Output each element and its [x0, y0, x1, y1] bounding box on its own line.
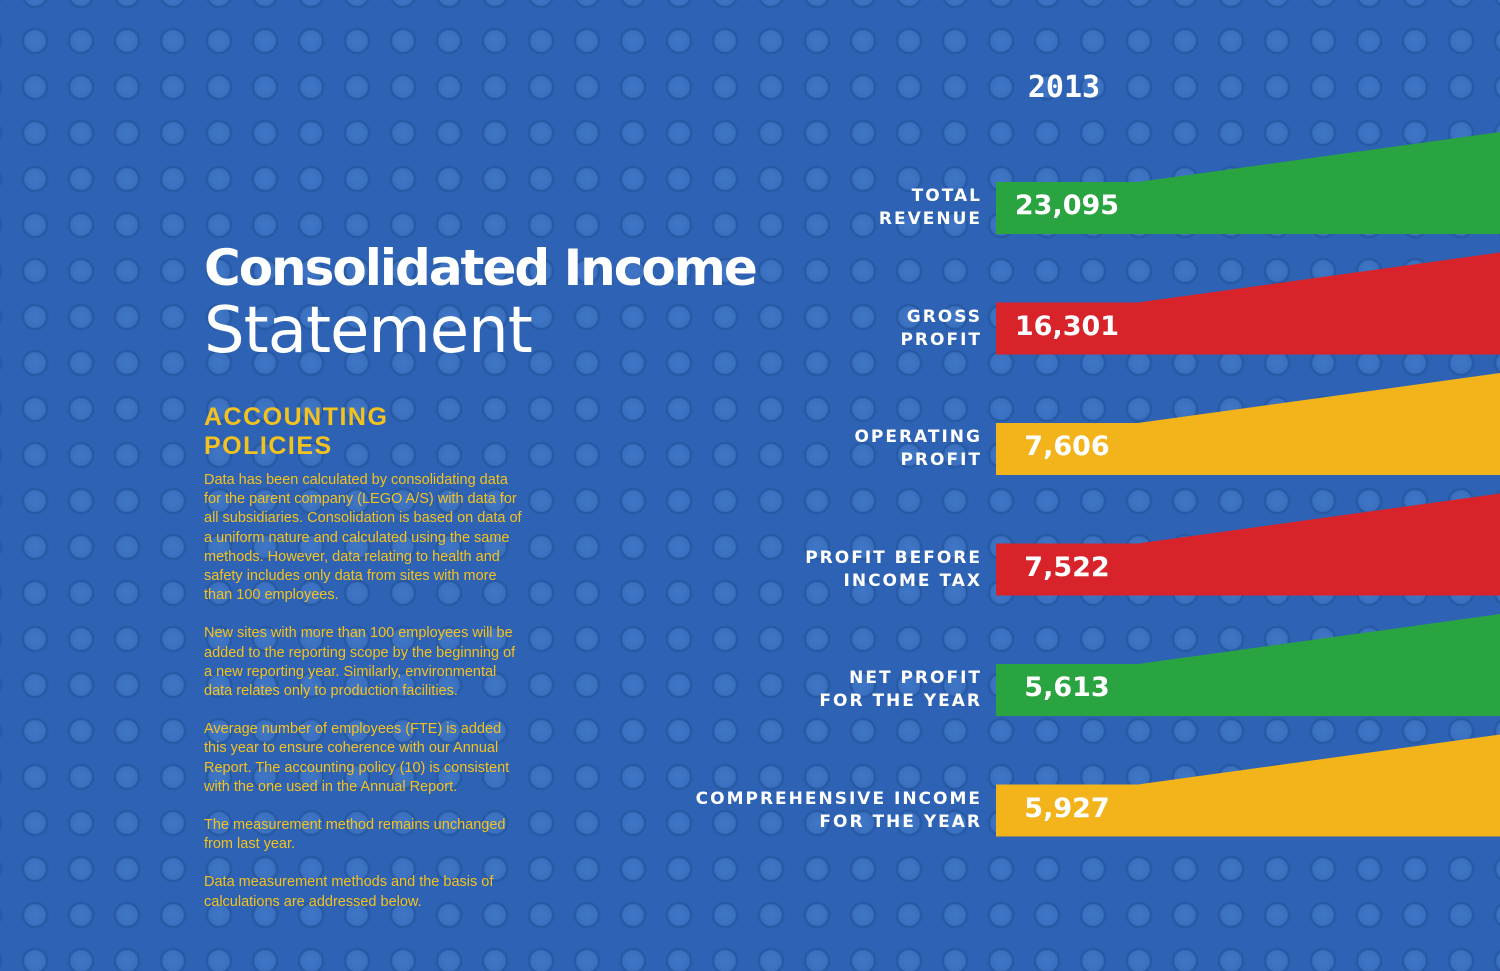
policies-paragraph-5: Data measurement methods and the basis o… [204, 874, 494, 910]
title-line-2: Statement [204, 294, 533, 368]
band-2 [996, 252, 1500, 355]
row-label-line-1: NET PROFIT [849, 668, 982, 688]
row-label-3: OPERATING PROFIT [854, 426, 982, 472]
band-6 [996, 734, 1500, 837]
row-label-line-2: REVENUE [878, 209, 982, 229]
row-value-3: 7,606 [1024, 431, 1110, 462]
row-label-5: NET PROFIT FOR THE YEAR [819, 667, 982, 713]
band-4 [996, 493, 1500, 596]
title-line-1: Consolidated Income [204, 239, 758, 297]
row-value-6: 5,927 [1024, 792, 1110, 824]
band-1 [996, 132, 1500, 234]
row-value-2: 16,301 [1014, 310, 1120, 342]
row-label-1: TOTAL REVENUE [879, 185, 982, 231]
row-label-line-2: FOR THE YEAR [819, 811, 982, 832]
policies-paragraph-4: The measurement method remains unchanged… [204, 817, 506, 853]
row-label-6: COMPREHENSIVE INCOME FOR THE YEAR [696, 788, 982, 834]
row-label-4: PROFIT BEFORE INCOME TAX [805, 547, 982, 593]
row-label-2: GROSS PROFIT [900, 306, 982, 352]
policies-paragraph-3: Average number of employees (FTE) is add… [204, 721, 510, 795]
row-label-line-1: TOTAL [911, 186, 982, 206]
row-label-line-1: GROSS [906, 306, 982, 327]
policies-heading: ACCOUNTING POLICIES [204, 403, 389, 460]
row-label-line-2: PROFIT [900, 329, 982, 350]
row-label-line-2: FOR THE YEAR [819, 691, 982, 711]
row-label-line-2: INCOME TAX [843, 570, 982, 591]
row-label-line-1: OPERATING [854, 427, 982, 447]
page-title: Consolidated Income Statement [204, 239, 758, 368]
row-value-4: 7,522 [1024, 551, 1110, 583]
band-3 [996, 373, 1500, 475]
row-label-line-2: PROFIT [900, 450, 982, 470]
accounting-policies: ACCOUNTING POLICIES Data has been calcul… [204, 403, 524, 931]
row-value-1: 23,095 [1014, 190, 1120, 221]
row-label-line-1: PROFIT BEFORE [805, 547, 982, 568]
band-5 [996, 614, 1500, 716]
row-label-line-1: COMPREHENSIVE INCOME [695, 788, 982, 809]
row-value-5: 5,613 [1024, 672, 1110, 703]
policies-paragraph-1: Data has been calculated by consolidatin… [204, 472, 522, 604]
year-label: 2013 [1027, 70, 1101, 105]
policies-paragraph-2: New sites with more than 100 employees w… [204, 625, 516, 700]
